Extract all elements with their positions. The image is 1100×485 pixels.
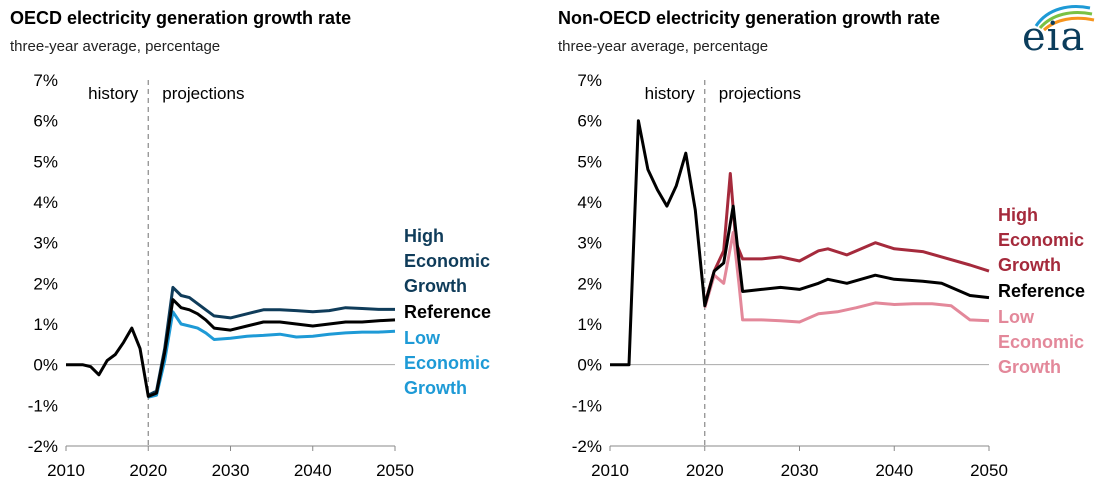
oecd-x-tick-label: 2020 (129, 461, 167, 480)
oecd-series-label-high-economic-growth: Growth (404, 276, 467, 296)
eia-logo-swoosh-icon (1034, 5, 1095, 32)
non-oecd-series-label-high-economic-growth: Growth (998, 255, 1061, 275)
oecd-series-label-low-economic-growth: Low (404, 328, 441, 348)
non-oecd-y-tick-label: 0% (577, 356, 602, 375)
non-oecd-y-tick-label: 6% (577, 112, 602, 131)
non-oecd-x-tick-label: 2020 (686, 461, 724, 480)
oecd-y-tick-label: 3% (33, 234, 58, 253)
oecd-y-tick-label: -1% (28, 396, 58, 415)
non-oecd-chart-title: Non-OECD electricity generation growth r… (558, 8, 941, 28)
non-oecd-y-tick-label: 3% (577, 234, 602, 253)
non-oecd-projections-label: projections (719, 84, 801, 103)
oecd-series-reference (66, 298, 396, 398)
non-oecd-y-tick-label: 1% (577, 315, 602, 334)
oecd-projections-label: projections (162, 84, 244, 103)
oecd-x-tick-label: 2010 (47, 461, 85, 480)
non-oecd-series-low-economic-growth (703, 231, 990, 324)
oecd-series-label-low-economic-growth: Economic (404, 353, 490, 373)
oecd-y-tick-label: 6% (33, 112, 58, 131)
oecd-series-high-economic-growth (147, 285, 395, 397)
non-oecd-y-tick-label: -2% (572, 437, 602, 456)
oecd-y-tick-label: 1% (33, 315, 58, 334)
non-oecd-series-label-high-economic-growth: Economic (998, 230, 1084, 250)
non-oecd-series-label-low-economic-growth: Low (998, 307, 1035, 327)
oecd-y-tick-label: 5% (33, 152, 58, 171)
oecd-series-label-high-economic-growth: High (404, 226, 444, 246)
non-oecd-series-label-high-economic-growth: High (998, 205, 1038, 225)
oecd-series-label-reference: Reference (404, 302, 491, 322)
oecd-y-tick-label: 7% (33, 71, 58, 90)
oecd-y-tick-label: -2% (28, 437, 58, 456)
non-oecd-series-label-low-economic-growth: Economic (998, 332, 1084, 352)
oecd-chart-subtitle: three-year average, percentage (10, 38, 221, 55)
oecd-history-label: history (88, 84, 139, 103)
non-oecd-series-high-economic-growth (703, 172, 990, 305)
eia-logo: eia (1022, 14, 1086, 60)
oecd-series-low-economic-growth (147, 310, 396, 399)
oecd-y-tick-label: 2% (33, 274, 58, 293)
non-oecd-x-tick-label: 2010 (591, 461, 629, 480)
non-oecd-x-tick-label: 2030 (781, 461, 819, 480)
oecd-chart-title: OECD electricity generation growth rate (10, 8, 352, 28)
oecd-y-tick-label: 0% (33, 356, 58, 375)
non-oecd-series-label-low-economic-growth: Growth (998, 357, 1061, 377)
non-oecd-y-tick-label: 4% (577, 193, 602, 212)
oecd-series-label-high-economic-growth: Economic (404, 251, 490, 271)
oecd-x-tick-label: 2040 (294, 461, 332, 480)
oecd-x-tick-label: 2030 (212, 461, 250, 480)
oecd-y-tick-label: 4% (33, 193, 58, 212)
non-oecd-y-tick-label: -1% (572, 396, 602, 415)
non-oecd-history-label: history (645, 84, 696, 103)
non-oecd-y-tick-label: 7% (577, 71, 602, 90)
non-oecd-y-tick-label: 5% (577, 152, 602, 171)
non-oecd-x-tick-label: 2050 (970, 461, 1008, 480)
oecd-series-label-low-economic-growth: Growth (404, 378, 467, 398)
non-oecd-x-tick-label: 2040 (875, 461, 913, 480)
non-oecd-series-label-reference: Reference (998, 281, 1085, 301)
non-oecd-chart-subtitle: three-year average, percentage (558, 38, 769, 55)
non-oecd-y-tick-label: 2% (577, 274, 602, 293)
non-oecd-series-reference (610, 119, 990, 367)
oecd-x-tick-label: 2050 (376, 461, 414, 480)
